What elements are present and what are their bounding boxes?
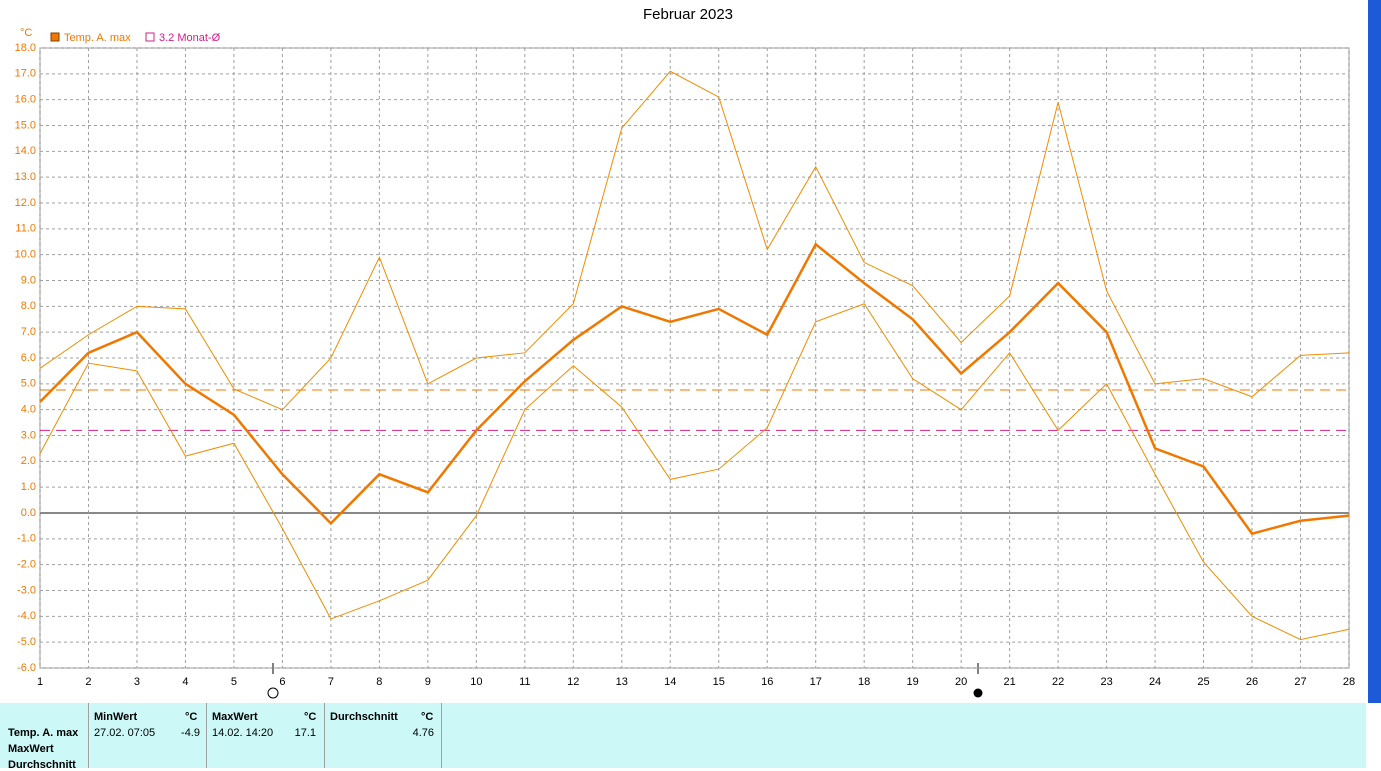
y-tick-label: 7.0 [21, 326, 36, 338]
y-tick-label: 1.0 [21, 481, 36, 493]
y-tick-label: -3.0 [17, 584, 36, 596]
y-tick-label: 8.0 [21, 300, 36, 312]
x-tick-label: 7 [328, 676, 334, 688]
header: MinWert [94, 711, 138, 723]
y-tick-label: -2.0 [17, 559, 36, 571]
y-tick-label: 14.0 [15, 145, 36, 157]
stats-table: Temp. A. max MaxWert Durchschnitt MinWer… [0, 703, 1366, 771]
y-tick-label: 10.0 [15, 249, 36, 261]
x-tick-label: 2 [85, 676, 91, 688]
x-tick-label: 1 [37, 676, 43, 688]
y-tick-label: -6.0 [17, 662, 36, 674]
window-edge [1368, 0, 1381, 703]
y-tick-label: 4.0 [21, 404, 36, 416]
y-tick-label: -5.0 [17, 636, 36, 648]
y-tick-label: 15.0 [15, 119, 36, 131]
x-tick-label: 21 [1004, 676, 1016, 688]
y-tick-label: 5.0 [21, 378, 36, 390]
row-label: MaxWert [8, 743, 54, 755]
max-time: 14.02. 14:20 [212, 727, 274, 739]
x-tick-label: 28 [1343, 676, 1355, 688]
max-value: 17.1 [294, 727, 316, 739]
x-tick-label: 5 [231, 676, 237, 688]
new-moon-icon [973, 688, 983, 698]
y-unit: °C [20, 27, 32, 39]
x-tick-label: 15 [713, 676, 725, 688]
x-tick-label: 6 [279, 676, 285, 688]
header: °C [421, 711, 434, 723]
header: °C [304, 711, 317, 723]
x-tick-label: 3 [134, 676, 140, 688]
x-tick-label: 24 [1149, 676, 1161, 688]
legend-label: Temp. A. max [64, 32, 131, 44]
x-tick-label: 12 [567, 676, 579, 688]
x-tick-label: 22 [1052, 676, 1064, 688]
y-tick-label: 9.0 [21, 274, 36, 286]
chart: Februar 2023 °C Temp. A. max 3.2 Monat-Ø… [15, 0, 1381, 703]
y-tick-label: 6.0 [21, 352, 36, 364]
y-tick-label: 0.0 [21, 507, 36, 519]
y-tick-label: 11.0 [15, 223, 36, 235]
full-moon-icon [267, 687, 279, 699]
y-tick-label: 18.0 [15, 42, 36, 54]
header: Durchschnitt [330, 711, 398, 723]
min-time: 27.02. 07:05 [94, 727, 156, 739]
x-tick-label: 27 [1294, 676, 1306, 688]
y-tick-label: 16.0 [15, 94, 36, 106]
min-value: -4.9 [181, 727, 200, 739]
x-tick-label: 20 [955, 676, 967, 688]
x-tick-label: 25 [1197, 676, 1209, 688]
header: °C [185, 711, 198, 723]
range-line [39, 303, 1350, 641]
legend-swatch [145, 32, 155, 42]
y-tick-label: 17.0 [15, 68, 36, 80]
x-tick-label: 14 [664, 676, 676, 688]
x-tick-label: 11 [519, 676, 530, 688]
x-tick-label: 19 [907, 676, 919, 688]
row-label: Durchschnitt [8, 759, 76, 771]
header: MaxWert [212, 711, 258, 723]
x-tick-label: 13 [616, 676, 628, 688]
x-tick-label: 9 [425, 676, 431, 688]
y-tick-label: 12.0 [15, 197, 36, 209]
x-tick-label: 8 [376, 676, 382, 688]
x-tick-label: 10 [470, 676, 482, 688]
x-tick-label: 26 [1246, 676, 1258, 688]
x-tick-label: 17 [810, 676, 822, 688]
legend-label: 3.2 Monat-Ø [159, 32, 221, 44]
x-tick-label: 23 [1100, 676, 1112, 688]
y-tick-label: 3.0 [21, 429, 36, 441]
y-tick-label: 13.0 [15, 171, 36, 183]
x-tick-label: 4 [182, 676, 188, 688]
mean-value: 4.76 [412, 727, 434, 739]
chart-title: Februar 2023 [643, 6, 733, 23]
y-tick-label: -4.0 [17, 610, 36, 622]
range-line [39, 70, 1350, 411]
x-tick-label: 16 [761, 676, 773, 688]
y-tick-label: -1.0 [17, 533, 36, 545]
legend-swatch [50, 32, 60, 42]
row-label: Temp. A. max [8, 727, 79, 739]
y-tick-label: 2.0 [21, 455, 36, 467]
series-line [39, 242, 1350, 536]
x-tick-label: 18 [858, 676, 870, 688]
